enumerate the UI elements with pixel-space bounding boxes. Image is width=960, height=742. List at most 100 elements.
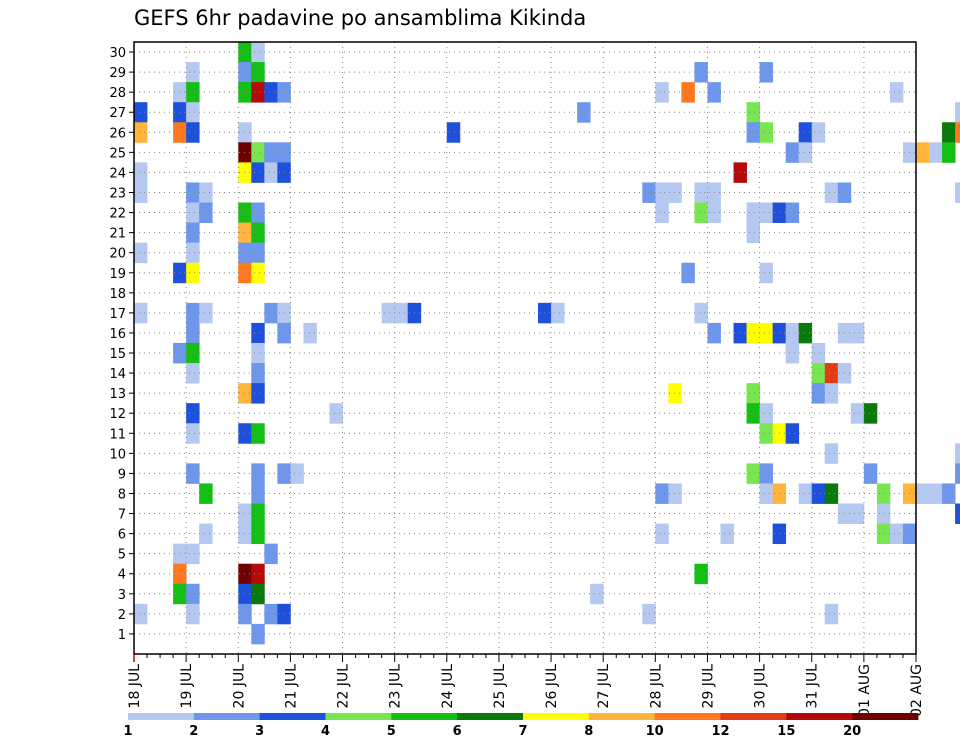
x-tick-label: 30 JUL	[753, 664, 769, 709]
colorbar-segment	[786, 713, 853, 720]
heatmap-cell	[955, 182, 960, 203]
y-tick-label: 26	[109, 126, 126, 141]
heatmap-cell	[186, 583, 200, 605]
heatmap-cell	[134, 122, 148, 143]
y-tick-label: 10	[109, 447, 126, 462]
heatmap-cell	[759, 403, 774, 424]
heatmap-cell	[186, 403, 200, 424]
heatmap-cell	[186, 463, 200, 484]
heatmap-cell	[251, 503, 265, 524]
heatmap-cell	[134, 162, 148, 183]
heatmap-cell	[186, 102, 200, 123]
heatmap-cell	[199, 202, 213, 223]
heatmap-cell	[668, 383, 682, 404]
colorbar-label: 6	[453, 724, 462, 739]
heatmap-cell	[811, 363, 826, 384]
heatmap-cell	[889, 82, 904, 103]
y-tick-label: 12	[109, 407, 126, 422]
heatmap-cell	[863, 403, 878, 424]
heatmap-cell	[251, 523, 265, 545]
colorbar-label: 12	[711, 724, 729, 739]
heatmap-cell	[759, 262, 774, 284]
heatmap-cell	[720, 523, 734, 545]
heatmap-cell	[186, 182, 200, 203]
y-tick-label: 28	[109, 86, 126, 101]
y-tick-label: 14	[109, 367, 126, 382]
heatmap-cell	[251, 583, 265, 605]
heatmap-cell	[199, 483, 213, 504]
x-tick-label: 01 AUG	[857, 664, 873, 717]
heatmap-cell	[811, 383, 826, 404]
heatmap-cell	[264, 603, 278, 625]
heatmap-cell	[134, 242, 148, 264]
colorbar-segment	[391, 713, 458, 720]
colorbar-segment	[193, 713, 261, 720]
heatmap-cell	[186, 222, 200, 244]
heatmap-cell	[290, 463, 304, 484]
heatmap-cell	[199, 523, 213, 545]
heatmap-cell	[264, 302, 278, 324]
heatmap-cell	[824, 603, 839, 625]
heatmap-cell	[186, 242, 200, 264]
heatmap-cell	[251, 42, 265, 63]
colorbar-segment	[654, 713, 721, 720]
heatmap-cell	[577, 102, 591, 123]
y-tick-label: 29	[109, 66, 126, 81]
heatmap-cell	[251, 423, 265, 444]
heatmap-cell	[251, 142, 265, 163]
heatmap-cell	[199, 302, 213, 324]
heatmap-cell	[916, 483, 930, 504]
heatmap-cell	[186, 62, 200, 83]
colorbar-label: 3	[255, 724, 264, 739]
heatmap-cell	[186, 363, 200, 384]
heatmap-cell	[134, 102, 148, 123]
x-tick-label: 24 JUL	[440, 664, 456, 709]
heatmap-cell	[850, 322, 865, 344]
colorbar-segment	[325, 713, 392, 720]
heatmap-cell	[186, 423, 200, 444]
y-tick-label: 27	[109, 106, 126, 121]
heatmap-cell	[551, 302, 565, 324]
heatmap-cell	[134, 603, 148, 625]
heatmap-cell	[916, 142, 930, 163]
y-tick-label: 16	[109, 327, 126, 342]
heatmap-cell	[264, 543, 278, 565]
x-tick-label: 25 JUL	[492, 664, 508, 709]
heatmap-cell	[251, 162, 265, 183]
heatmap-cell	[759, 202, 774, 223]
heatmap-cell	[251, 62, 265, 83]
heatmap-cell	[798, 322, 813, 344]
heatmap-cell	[798, 142, 813, 163]
heatmap-cell	[251, 262, 265, 284]
heatmap-cell	[759, 322, 774, 344]
heatmap-cell	[811, 122, 826, 143]
heatmap-cell	[889, 523, 904, 545]
heatmap-cell	[824, 483, 839, 504]
heatmap-cell	[811, 483, 826, 504]
heatmap-cell	[681, 262, 695, 284]
y-tick-label: 11	[109, 427, 126, 442]
heatmap-cell	[251, 463, 265, 484]
heatmap-cell	[186, 543, 200, 565]
y-tick-label: 7	[118, 508, 126, 523]
heatmap-cell	[785, 142, 800, 163]
y-tick-label: 18	[109, 287, 126, 302]
heatmap-cell	[134, 182, 148, 203]
heatmap-cell	[251, 563, 265, 585]
heatmap-cell	[668, 182, 682, 203]
colorbar-label: 4	[321, 724, 330, 739]
colorbar-layer: 1 2 3 4 5 6 7 8 10 12 15 20	[123, 713, 919, 739]
heatmap-cell	[746, 322, 760, 344]
y-tick-label: 19	[109, 267, 126, 282]
heatmap-cell	[785, 342, 800, 364]
heatmap-cell	[655, 483, 669, 504]
colorbar-label: 2	[189, 724, 198, 739]
heatmap-cell	[303, 322, 317, 344]
heatmap-cell	[785, 202, 800, 223]
heatmap-cell	[381, 302, 396, 324]
heatmap-cell	[955, 122, 960, 143]
colorbar-segment	[588, 713, 656, 720]
heatmap-cell	[199, 182, 213, 203]
colorbar-label: 1	[123, 724, 132, 739]
heatmap-cell	[251, 322, 265, 344]
